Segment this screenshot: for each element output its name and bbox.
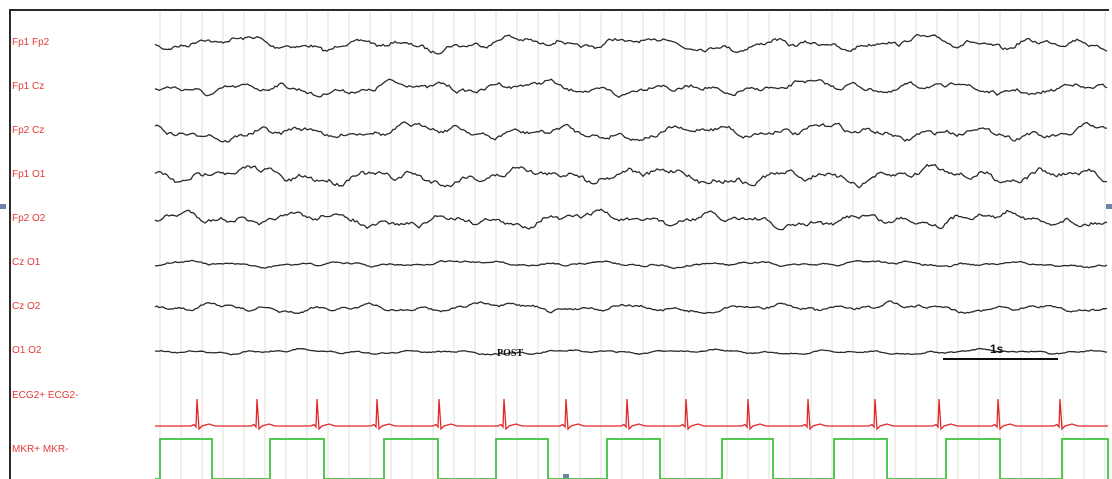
time-scale-label: 1s [990, 342, 1004, 356]
eeg-trace [155, 347, 1108, 356]
channel-label: Fp1 Cz [12, 81, 44, 92]
eeg-trace [154, 33, 1108, 55]
channel-traces [154, 33, 1109, 479]
event-annotation: POST [497, 348, 523, 359]
eeg-trace [154, 121, 1107, 143]
channel-label: Cz O2 [12, 301, 41, 312]
channel-label: Fp1 Fp2 [12, 37, 50, 48]
marker-trace [155, 438, 1109, 479]
eeg-trace [154, 259, 1108, 270]
left-edge-marker [0, 204, 6, 209]
eeg-trace [154, 163, 1108, 189]
channel-label: O1 O2 [12, 345, 42, 356]
bottom-edge-marker [563, 474, 569, 479]
eeg-trace [154, 78, 1108, 99]
channel-label: Fp2 O2 [12, 213, 46, 224]
channel-label: ECG2+ ECG2- [12, 390, 78, 401]
eeg-trace [154, 300, 1108, 315]
channel-label: Cz O1 [12, 257, 41, 268]
time-grid [159, 12, 1106, 479]
channel-label: Fp1 O1 [12, 169, 46, 180]
channel-label: MKR+ MKR- [12, 444, 68, 455]
channel-labels: Fp1 Fp2 Fp1 Cz Fp2 Cz Fp1 O1 Fp2 O2 Cz O1 Cz O… [12, 37, 78, 455]
channel-label: Fp2 Cz [12, 125, 44, 136]
right-edge-marker [1106, 204, 1112, 209]
eeg-trace [154, 208, 1108, 231]
ecg-trace [155, 398, 1108, 431]
